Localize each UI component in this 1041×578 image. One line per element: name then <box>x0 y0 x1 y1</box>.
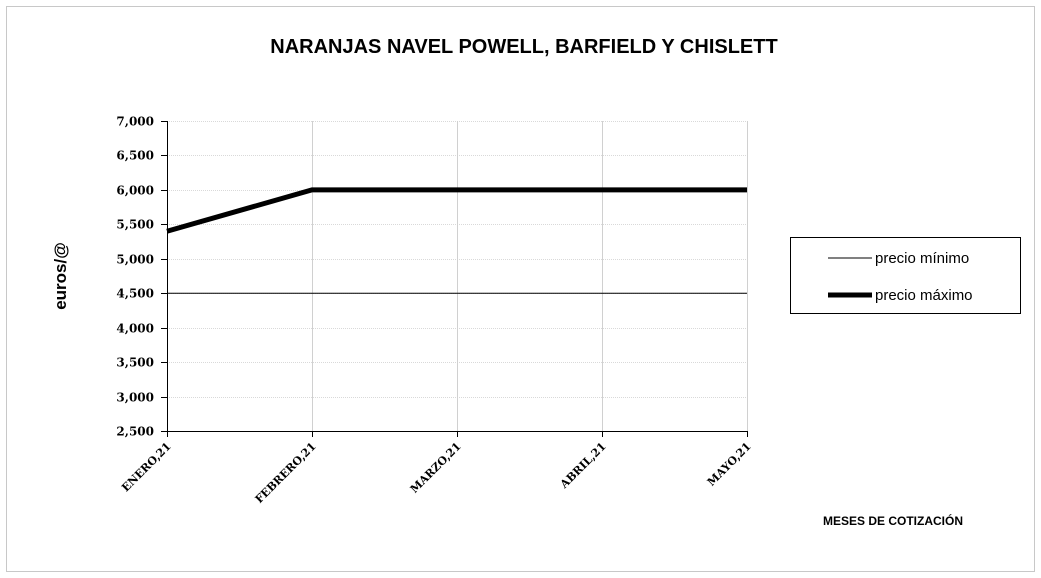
y-tick-label: 6,500 <box>116 149 154 163</box>
y-tick-label: 6,000 <box>116 184 154 198</box>
series-line-precio-maximo <box>166 187 747 234</box>
legend-label-precio-minimo: precio mínimo <box>875 250 969 267</box>
y-tick-labels: 2,500 3,000 3,500 4,000 4,500 5,000 5,500 6,000… <box>116 115 154 439</box>
y-tick-label: 7,000 <box>116 115 154 129</box>
legend: precio mínimo precio máximo <box>790 237 1021 314</box>
legend-label-precio-maximo: precio máximo <box>875 287 973 304</box>
series <box>166 187 747 294</box>
x-axis-label: MESES DE COTIZACIÓN <box>823 513 963 528</box>
grid <box>167 121 748 431</box>
legend-box <box>790 237 1021 314</box>
axes <box>161 121 748 437</box>
y-tick-label: 5,000 <box>116 253 154 267</box>
y-axis-label: euros/@ <box>51 242 70 310</box>
y-tick-label: 4,500 <box>116 287 154 301</box>
y-tick-label: 2,500 <box>116 425 154 439</box>
y-tick-label: 3,000 <box>116 391 154 405</box>
chart-title: NARANJAS NAVEL POWELL, BARFIELD Y CHISLE… <box>270 36 777 58</box>
y-tick-label: 5,500 <box>116 218 154 232</box>
y-tick-label: 4,000 <box>116 322 154 336</box>
y-tick-label: 3,500 <box>116 356 154 370</box>
